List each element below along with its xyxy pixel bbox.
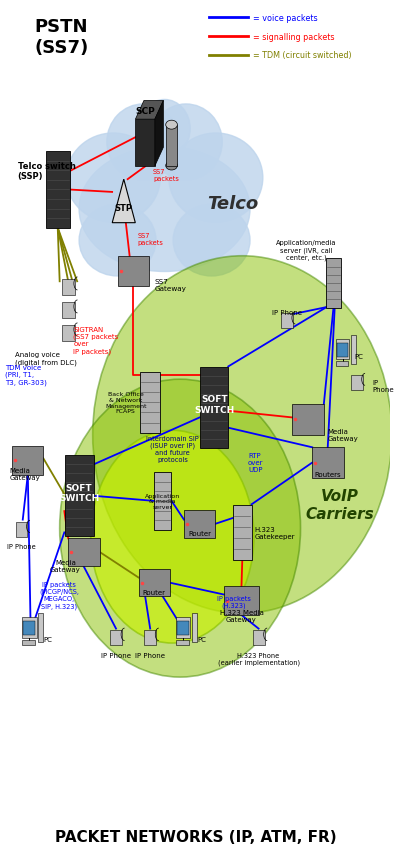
Bar bbox=[118, 257, 149, 287]
Text: Media
Gateway: Media Gateway bbox=[50, 559, 81, 572]
Text: Back Office
& Network
Management
FCAPS: Back Office & Network Management FCAPS bbox=[105, 392, 146, 414]
Bar bbox=[62, 279, 75, 295]
Bar bbox=[292, 404, 324, 435]
Text: Telco switch
(SSP): Telco switch (SSP) bbox=[18, 162, 75, 181]
Bar bbox=[38, 612, 43, 642]
Ellipse shape bbox=[150, 105, 222, 181]
Bar bbox=[233, 505, 252, 560]
Ellipse shape bbox=[93, 257, 392, 613]
Text: Router: Router bbox=[142, 589, 166, 595]
Ellipse shape bbox=[166, 162, 178, 171]
Bar bbox=[22, 617, 37, 638]
Bar bbox=[68, 538, 100, 566]
Text: Interdomain SIP
(ISUP over IP)
and future
protocols: Interdomain SIP (ISUP over IP) and futur… bbox=[146, 435, 199, 462]
Text: IP Phone: IP Phone bbox=[135, 652, 165, 658]
Text: STP: STP bbox=[115, 204, 133, 212]
Text: = signalling packets: = signalling packets bbox=[253, 32, 335, 42]
Text: Analog voice
(digital from DLC): Analog voice (digital from DLC) bbox=[15, 351, 77, 365]
Text: H.323 Phone
(earlier implementation): H.323 Phone (earlier implementation) bbox=[217, 652, 300, 665]
Text: Media
Gateway: Media Gateway bbox=[328, 428, 358, 441]
Text: PC: PC bbox=[43, 636, 52, 642]
Bar bbox=[45, 152, 70, 229]
Bar bbox=[24, 621, 35, 635]
Bar bbox=[166, 125, 178, 166]
Bar bbox=[135, 120, 155, 166]
Text: RTP
over
UDP: RTP over UDP bbox=[248, 452, 264, 473]
Ellipse shape bbox=[66, 134, 160, 223]
Ellipse shape bbox=[79, 148, 250, 272]
Bar bbox=[16, 522, 28, 537]
Ellipse shape bbox=[107, 105, 180, 181]
Text: SS7
packets: SS7 packets bbox=[153, 169, 179, 183]
Text: PSTN
(SS7): PSTN (SS7) bbox=[34, 19, 89, 57]
Text: Application
& media
server: Application & media server bbox=[145, 493, 180, 509]
Ellipse shape bbox=[173, 206, 250, 276]
Text: SCP: SCP bbox=[135, 107, 155, 116]
Text: Router: Router bbox=[188, 531, 211, 537]
Bar bbox=[140, 372, 160, 433]
Text: SS7
Gateway: SS7 Gateway bbox=[155, 279, 187, 292]
Text: PC: PC bbox=[197, 636, 206, 642]
Text: Routers: Routers bbox=[314, 472, 341, 478]
Bar bbox=[224, 586, 259, 615]
Bar bbox=[177, 621, 189, 635]
Text: Telco: Telco bbox=[207, 194, 258, 212]
Bar bbox=[200, 368, 228, 448]
Bar bbox=[351, 375, 363, 390]
Bar bbox=[312, 448, 344, 479]
Bar bbox=[336, 339, 350, 360]
Bar bbox=[176, 617, 190, 638]
Bar bbox=[351, 335, 356, 364]
Ellipse shape bbox=[91, 431, 254, 643]
Bar bbox=[65, 456, 94, 537]
Bar bbox=[184, 511, 215, 538]
Text: Application/media
server (IVR, call
center, etc.): Application/media server (IVR, call cent… bbox=[276, 240, 337, 261]
Text: Media
Gateway: Media Gateway bbox=[9, 467, 40, 480]
Ellipse shape bbox=[60, 380, 300, 677]
Bar bbox=[22, 640, 35, 645]
Text: SOFT
SWITCH: SOFT SWITCH bbox=[59, 483, 99, 502]
Text: IP Phone: IP Phone bbox=[272, 310, 302, 316]
Bar bbox=[12, 446, 43, 475]
Bar bbox=[192, 612, 197, 642]
Text: H.323 Media
Gateway: H.323 Media Gateway bbox=[219, 609, 263, 623]
Text: SIGTRAN
(SS7 packets
over
IP packets): SIGTRAN (SS7 packets over IP packets) bbox=[73, 326, 119, 354]
Bar bbox=[336, 362, 348, 367]
Text: = TDM (circuit switched): = TDM (circuit switched) bbox=[253, 51, 352, 61]
Bar bbox=[326, 259, 341, 308]
Text: SS7
packets: SS7 packets bbox=[137, 233, 163, 246]
Bar bbox=[138, 569, 170, 596]
Polygon shape bbox=[112, 180, 135, 223]
Text: VoIP
Carriers: VoIP Carriers bbox=[305, 489, 374, 521]
Bar bbox=[144, 630, 156, 646]
Text: IP
Phone: IP Phone bbox=[372, 380, 394, 392]
Text: SOFT
SWITCH: SOFT SWITCH bbox=[194, 395, 235, 414]
Text: IP packets
(MCGP/NCS,
MEGACO,
SIP, H.323): IP packets (MCGP/NCS, MEGACO, SIP, H.323… bbox=[39, 581, 79, 609]
Ellipse shape bbox=[79, 206, 156, 276]
Text: PACKET NETWORKS (IP, ATM, FR): PACKET NETWORKS (IP, ATM, FR) bbox=[55, 829, 336, 844]
Bar bbox=[154, 473, 171, 531]
Ellipse shape bbox=[166, 121, 178, 130]
Polygon shape bbox=[155, 102, 164, 166]
Text: TDM voice
(PRI, T1,
T3, GR-303): TDM voice (PRI, T1, T3, GR-303) bbox=[5, 364, 47, 386]
Text: PC: PC bbox=[354, 354, 363, 360]
Text: IP Phone: IP Phone bbox=[7, 544, 36, 550]
Bar bbox=[110, 630, 122, 646]
Polygon shape bbox=[135, 102, 164, 120]
Text: = voice packets: = voice packets bbox=[253, 14, 318, 23]
Bar bbox=[337, 344, 348, 357]
Bar bbox=[281, 314, 293, 329]
Ellipse shape bbox=[139, 101, 190, 159]
Text: H.323
Gatekeeper: H.323 Gatekeeper bbox=[255, 526, 295, 539]
Bar bbox=[253, 630, 265, 646]
Bar bbox=[176, 640, 189, 645]
Bar bbox=[62, 302, 75, 318]
Text: IP Phone: IP Phone bbox=[101, 652, 131, 658]
Text: IP packets
(H.323): IP packets (H.323) bbox=[217, 595, 251, 608]
Ellipse shape bbox=[169, 134, 263, 223]
Bar bbox=[62, 325, 75, 341]
